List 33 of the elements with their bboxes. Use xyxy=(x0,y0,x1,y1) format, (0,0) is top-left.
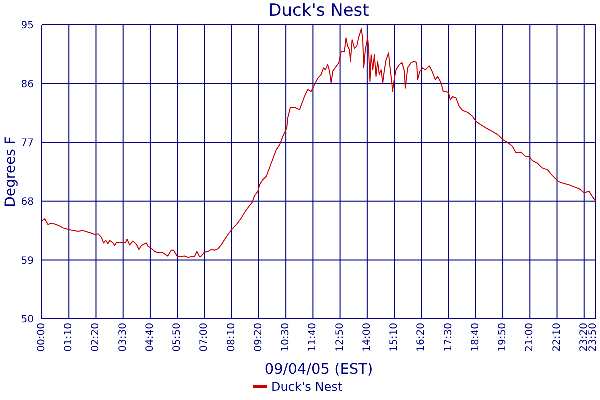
x-tick-label: 10:30 xyxy=(280,323,292,352)
x-tick-label: 12:50 xyxy=(334,323,346,352)
x-tick-label: 08:10 xyxy=(226,323,238,352)
x-tick-label: 01:10 xyxy=(64,323,75,352)
x-tick-label: 00:00 xyxy=(36,323,48,352)
x-tick-label: 23:20 xyxy=(578,323,590,352)
x-tick-label: 17:30 xyxy=(443,323,454,352)
x-tick-label: 03:30 xyxy=(118,323,129,352)
x-tick-label: 23:50 xyxy=(588,323,599,352)
x-tick-label: 05:50 xyxy=(172,323,184,352)
y-tick-label: 50 xyxy=(21,314,34,326)
y-tick-label: 86 xyxy=(21,79,34,90)
x-tick-label: 22:10 xyxy=(552,323,563,352)
x-tick-label: 11:40 xyxy=(308,323,319,352)
x-tick-label: 21:00 xyxy=(524,323,536,352)
x-tick-label: 02:20 xyxy=(90,323,102,352)
x-tick-label: 18:40 xyxy=(470,323,482,352)
x-tick-label: 04:40 xyxy=(144,323,156,352)
line-series xyxy=(42,28,596,258)
legend-label: Duck's Nest xyxy=(271,380,343,394)
y-axis-title: Degrees F xyxy=(3,136,19,208)
y-tick-label: 95 xyxy=(21,20,34,32)
x-axis-title: 09/04/05 (EST) xyxy=(264,362,374,378)
y-tick-label: 68 xyxy=(21,196,34,208)
x-tick-label: 09:20 xyxy=(253,323,264,352)
chart-title: Duck's Nest xyxy=(268,0,370,22)
x-tick-label: 15:10 xyxy=(389,323,400,352)
x-tick-label: 19:50 xyxy=(498,323,509,352)
x-tick-label: 07:00 xyxy=(199,323,210,352)
x-tick-label: 14:00 xyxy=(362,323,373,352)
y-tick-label: 77 xyxy=(21,138,34,150)
y-tick-label: 59 xyxy=(21,256,34,267)
x-tick-label: 16:20 xyxy=(416,323,428,352)
